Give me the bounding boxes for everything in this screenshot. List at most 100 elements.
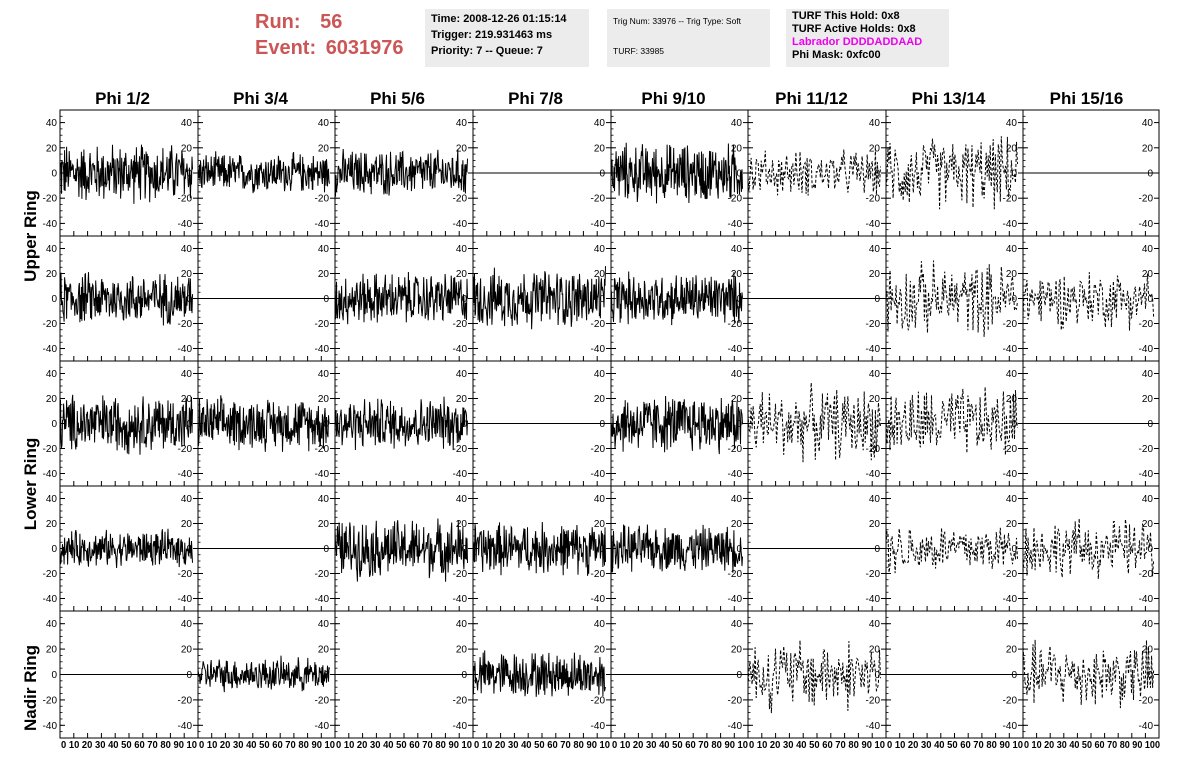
- y-tick-label-right: 20: [318, 269, 330, 280]
- y-tick-label-right: 0: [323, 294, 329, 305]
- y-tick-label-right: 20: [1006, 394, 1018, 405]
- y-tick-label-left: 20: [46, 143, 58, 154]
- x-tick-labels-col-5: 0 10 20 30 40 50 60 70 80 90 10: [749, 740, 885, 751]
- y-tick-label-right: 40: [318, 369, 330, 380]
- waveform-series-r4-c5: [747, 640, 881, 714]
- y-tick-label-right: -40: [315, 469, 330, 480]
- y-tick-label-right: -20: [1003, 569, 1018, 580]
- y-tick-label-right: -20: [591, 444, 606, 455]
- y-tick-label-right: -20: [591, 319, 606, 330]
- y-tick-label-right: -40: [178, 469, 193, 480]
- y-tick-label-right: 20: [318, 519, 330, 530]
- y-tick-label-right: 20: [731, 519, 743, 530]
- panel-frame-r2-c6: [885, 360, 1024, 487]
- y-tick-label-left: 40: [46, 244, 58, 255]
- waveform-series-r3-c0: [59, 528, 193, 569]
- trigger-text: Trigger: 219.931463 ms: [431, 29, 553, 41]
- y-tick-label-right: -20: [1003, 695, 1018, 706]
- y-tick-label-right: -40: [866, 219, 881, 230]
- waveform-series-r1-c7: [1022, 272, 1155, 331]
- y-tick-label-right: 40: [731, 118, 743, 129]
- time-text: Time: 2008-12-26 01:15:14: [431, 13, 567, 25]
- y-tick-label-right: -20: [178, 319, 193, 330]
- y-tick-label-right: -40: [591, 469, 606, 480]
- waveform-series-r3-c6: [885, 527, 1018, 574]
- y-tick-label-left: -20: [43, 695, 58, 706]
- waveform-series-r2-c4: [610, 395, 743, 455]
- y-tick-label-right: 0: [736, 670, 742, 681]
- y-tick-label-left: -40: [43, 219, 58, 230]
- y-tick-label-right: -20: [1003, 444, 1018, 455]
- y-tick-label-right: -20: [1003, 194, 1018, 205]
- y-tick-label-right: -40: [591, 721, 606, 732]
- y-tick-label-right: -20: [315, 319, 330, 330]
- waveform-series-r1-c0: [59, 272, 193, 326]
- event-label: Event: 6031976: [255, 36, 404, 60]
- y-tick-label-right: -40: [728, 344, 743, 355]
- column-header-phi-15-16: Phi 15/16: [1049, 89, 1124, 108]
- y-tick-label-right: 0: [874, 544, 880, 555]
- y-tick-label-right: -20: [1139, 194, 1154, 205]
- y-tick-label-right: 20: [731, 645, 743, 656]
- event-value: 6031976: [325, 37, 404, 59]
- y-tick-label-right: -40: [178, 344, 193, 355]
- y-tick-label-right: 40: [318, 118, 330, 129]
- y-tick-label-right: 20: [456, 143, 468, 154]
- y-tick-label-right: 0: [1011, 294, 1017, 305]
- y-tick-label-left: 0: [51, 419, 57, 430]
- y-tick-label-left: -20: [43, 319, 58, 330]
- y-tick-label-right: -40: [1139, 469, 1154, 480]
- priority-text: Priority: 7 -- Queue: 7: [431, 45, 543, 57]
- y-tick-label-right: 40: [456, 494, 468, 505]
- y-tick-label-right: 20: [1006, 143, 1018, 154]
- y-tick-label-right: -40: [728, 721, 743, 732]
- y-tick-label-left: 0: [51, 169, 57, 180]
- y-tick-label-right: -20: [866, 569, 881, 580]
- y-tick-label-right: 20: [1142, 645, 1154, 656]
- y-tick-label-right: 20: [456, 269, 468, 280]
- y-tick-label-right: 40: [1006, 369, 1018, 380]
- y-tick-label-right: -40: [1139, 721, 1154, 732]
- column-header-phi-3-4: Phi 3/4: [233, 89, 288, 108]
- y-tick-label-right: 40: [1006, 118, 1018, 129]
- waveform-series-r2-c5: [747, 382, 881, 463]
- y-tick-label-left: -40: [43, 344, 58, 355]
- waveform-series-r4-c1: [197, 655, 330, 693]
- y-tick-label-right: 20: [181, 269, 193, 280]
- y-tick-label-right: 20: [181, 143, 193, 154]
- y-tick-label-right: -20: [178, 194, 193, 205]
- waveform-series-r4-c7: [1022, 639, 1155, 709]
- y-tick-label-right: -40: [453, 344, 468, 355]
- y-tick-label-right: -20: [1003, 319, 1018, 330]
- y-tick-label-right: -40: [453, 219, 468, 230]
- y-tick-label-right: 40: [181, 494, 193, 505]
- run-label-text: Run:: [255, 11, 301, 33]
- y-tick-label-right: 20: [869, 394, 881, 405]
- y-tick-label-right: -20: [1139, 319, 1154, 330]
- y-tick-label-right: 40: [318, 494, 330, 505]
- y-tick-label-left: 20: [46, 519, 58, 530]
- y-tick-label-right: 40: [456, 118, 468, 129]
- y-tick-label-right: 40: [456, 619, 468, 630]
- y-tick-label-right: 40: [869, 369, 881, 380]
- x-tick-labels-col-2: 0 10 20 30 40 50 60 70 80 90 10: [336, 740, 472, 751]
- waveform-series-r1-c6: [885, 260, 1018, 337]
- y-tick-label-left: -40: [43, 721, 58, 732]
- y-tick-label-right: 0: [1147, 169, 1153, 180]
- waveform-series-r4-c3: [472, 650, 606, 697]
- y-tick-label-right: 0: [736, 544, 742, 555]
- y-tick-label-right: -20: [1139, 695, 1154, 706]
- y-tick-label-right: 20: [456, 394, 468, 405]
- y-tick-label-left: 0: [51, 294, 57, 305]
- y-tick-label-right: -20: [728, 194, 743, 205]
- y-tick-label-right: 40: [1142, 494, 1154, 505]
- y-tick-label-right: -40: [866, 344, 881, 355]
- y-tick-label-right: 0: [599, 419, 605, 430]
- y-tick-label-right: -20: [315, 194, 330, 205]
- y-tick-label-right: 20: [731, 269, 743, 280]
- y-tick-label-right: -40: [315, 721, 330, 732]
- y-tick-label-right: -20: [728, 444, 743, 455]
- y-tick-label-right: 0: [736, 169, 742, 180]
- y-tick-label-right: 20: [869, 269, 881, 280]
- y-tick-label-right: 40: [1142, 619, 1154, 630]
